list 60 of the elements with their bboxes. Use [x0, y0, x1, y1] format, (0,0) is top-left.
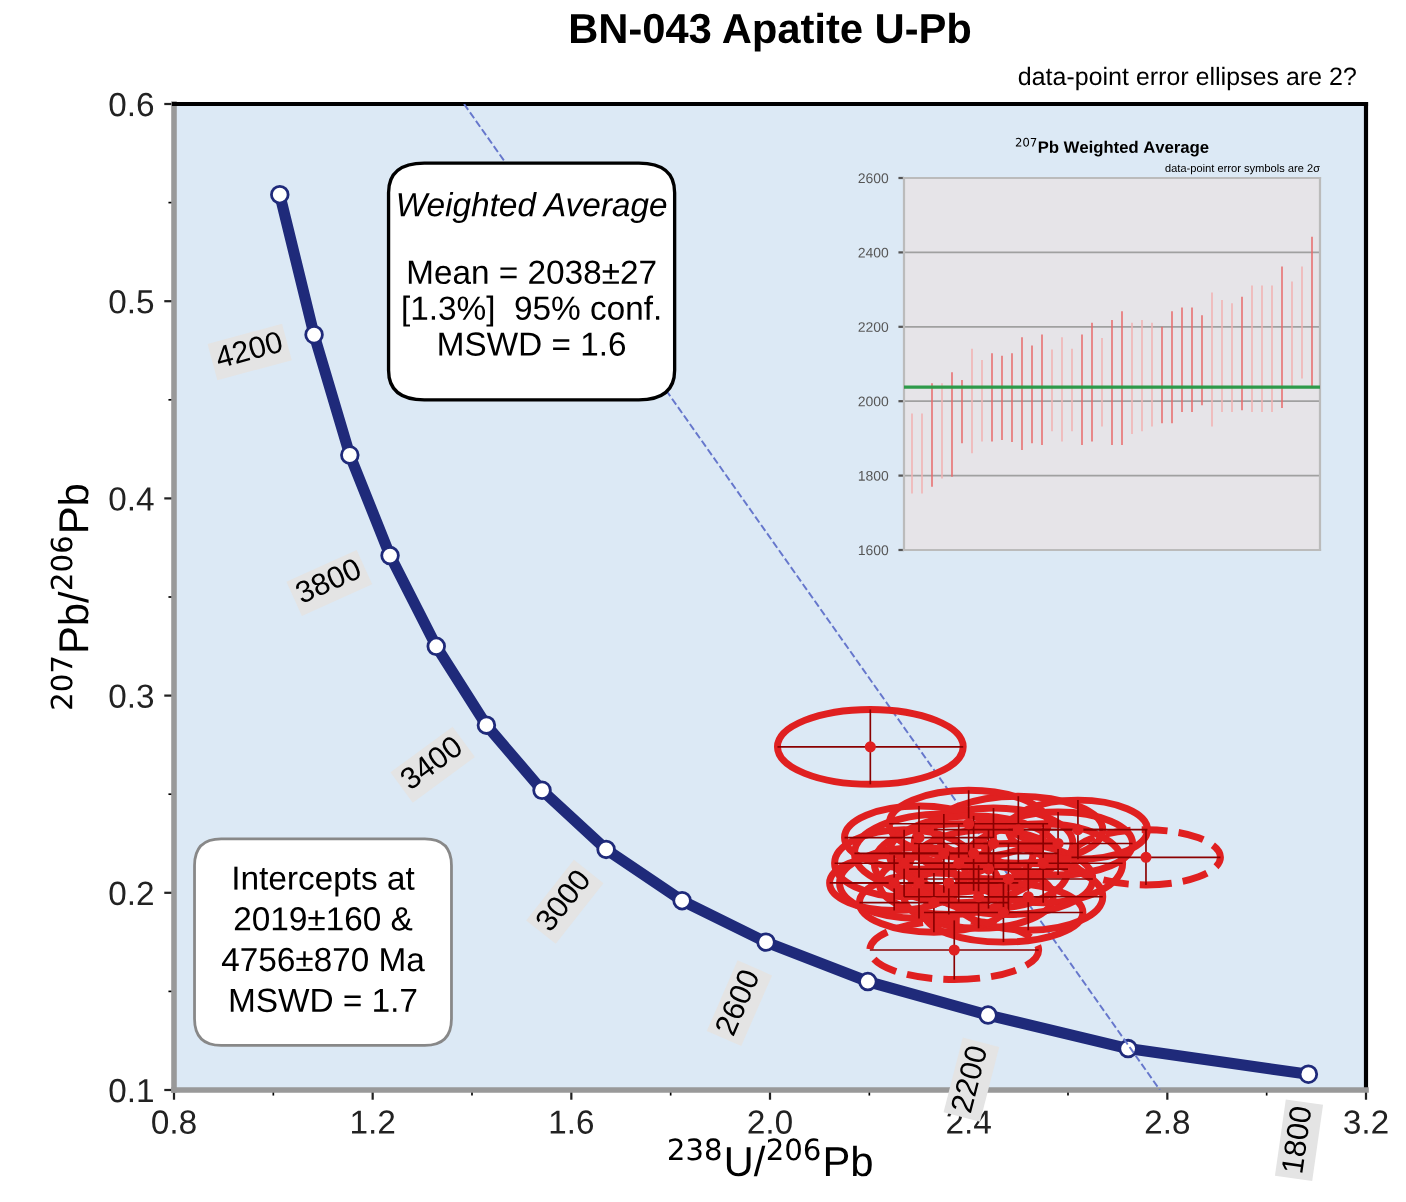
point [938, 847, 950, 859]
point [898, 857, 910, 869]
point [997, 906, 1009, 919]
point [978, 1005, 998, 1025]
point [973, 891, 985, 903]
annotation: Weighted Average Mean = 2038±27 [1.3%] 95% conf. MSWD = 1.6 [398, 191, 667, 356]
point [858, 971, 878, 992]
point [928, 897, 940, 909]
y-axis-title: $^{207}$Pb/$^{206}$Pb [50, 484, 89, 709]
y-tick-label: 0.4 [109, 487, 154, 511]
x-tick-label: 2.8 [1145, 1110, 1190, 1134]
x-tick-label: 1.6 [550, 1110, 594, 1134]
point [532, 780, 552, 800]
point [1002, 873, 1014, 885]
y-tick-label: 0.1 [109, 1078, 153, 1103]
x-tick-label: 3.2 [1344, 1110, 1388, 1134]
point [963, 818, 975, 830]
point [982, 863, 995, 875]
point [1022, 891, 1034, 903]
annotation: 3800 [293, 557, 363, 605]
point [953, 857, 965, 869]
point [1012, 824, 1024, 836]
x-tick-label: 1.2 [352, 1110, 395, 1134]
point [756, 932, 776, 952]
point [987, 837, 1000, 850]
point [380, 545, 400, 566]
annotation: 2600 [714, 967, 761, 1037]
x-tick-label: 0.8 [152, 1110, 196, 1134]
point [596, 839, 616, 860]
point [864, 741, 876, 753]
point [1037, 857, 1049, 869]
point [1072, 824, 1084, 836]
chart-title: BN-043 Apatite U-Pb [571, 12, 971, 52]
point [476, 715, 497, 735]
annotation: 4200 [214, 330, 284, 369]
point [943, 877, 955, 889]
point [1298, 1064, 1319, 1084]
point [1052, 837, 1064, 850]
point [968, 847, 980, 859]
point [270, 184, 290, 205]
y-tick-label: 0.3 [109, 684, 154, 709]
point [913, 877, 925, 889]
y-tick-label: 0.5 [109, 290, 154, 314]
point [426, 636, 446, 657]
annotation: Intercepts at 2019±160 & 4756±870 Ma MSWD = 1.7 [221, 866, 425, 1013]
text: data-point error ellipses are 2? [1018, 66, 1356, 91]
y-tick-label: 0.6 [109, 92, 154, 117]
chart-title: $^{207}$Pb Weighted Average [1015, 137, 1209, 157]
x-tick-label: 2.0 [748, 1110, 792, 1134]
x-axis-title: $^{238}$U/$^{206}$Pb [668, 1138, 872, 1177]
point [913, 832, 925, 844]
point [888, 877, 900, 889]
annotation: 2200 [950, 1044, 988, 1114]
point [948, 944, 960, 956]
point [672, 890, 692, 911]
annotation: 1800 [1281, 1105, 1312, 1173]
point [340, 445, 360, 465]
y-tick-label: 0.2 [109, 881, 153, 906]
point [1140, 851, 1152, 863]
point [304, 325, 324, 345]
